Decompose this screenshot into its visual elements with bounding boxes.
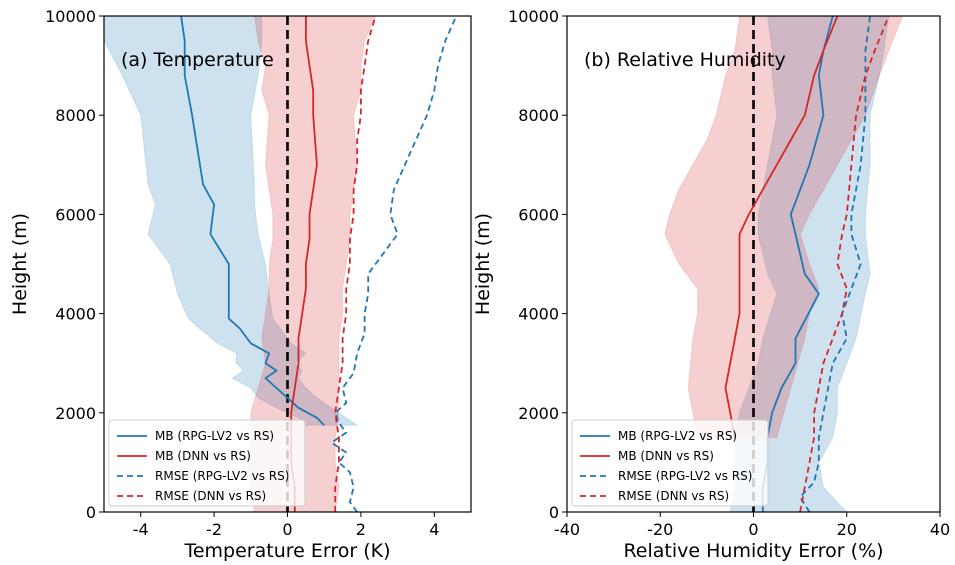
y-tick-label: 2000 [518,404,559,423]
y-tick-label: 8000 [518,106,559,125]
y-tick-label: 10000 [508,7,559,26]
x-axis-label: Temperature Error (K) [183,540,390,562]
x-tick-label: 20 [837,520,857,539]
legend-label: RMSE (DNN vs RS) [618,489,729,503]
y-axis-label: Height (m) [9,213,31,315]
panel-title: (a) Temperature [121,49,274,71]
band-mb-dnn [665,16,903,438]
x-tick-label: -4 [133,520,149,539]
x-tick-label: 2 [356,520,366,539]
panel-title: (b) Relative Humidity [584,49,786,71]
x-axis-label: Relative Humidity Error (%) [623,540,883,562]
legend-label: RMSE (RPG-LV2 vs RS) [618,469,752,483]
legend: MB (RPG-LV2 vs RS) MB (DNN vs RS) RMSE (RP… [572,420,768,506]
legend: MB (RPG-LV2 vs RS) MB (DNN vs RS) RMSE (RP… [109,420,305,506]
legend-label: MB (RPG-LV2 vs RS) [618,429,737,443]
y-tick-label: 10000 [45,7,96,26]
x-tick-label: -40 [554,520,580,539]
panel-temperature: -4 -2 0 2 4 0 2000 4000 6000 8000 10000 Temperature… [9,7,471,562]
x-tick-label: 0 [748,520,758,539]
legend-label: RMSE (DNN vs RS) [155,489,266,503]
y-tick-label: 6000 [55,205,96,224]
x-tick-label: 4 [429,520,439,539]
y-tick-label: 0 [549,503,559,522]
y-tick-label: 4000 [518,305,559,324]
x-tick-label: -20 [647,520,673,539]
y-tick-label: 6000 [518,205,559,224]
legend-label: MB (DNN vs RS) [618,449,714,463]
y-tick-label: 2000 [55,404,96,423]
x-tick-label: 40 [930,520,950,539]
x-tick-label: 0 [282,520,292,539]
legend-label: MB (DNN vs RS) [155,449,251,463]
y-tick-label: 4000 [55,305,96,324]
y-axis-label: Height (m) [472,213,494,315]
y-tick-label: 8000 [55,106,96,125]
x-tick-label: -2 [206,520,222,539]
legend-label: MB (RPG-LV2 vs RS) [155,429,274,443]
panel-relative-humidity: -40 -20 0 20 40 0 2000 4000 6000 8000 10000 Relativ… [472,7,950,562]
y-tick-label: 0 [86,503,96,522]
legend-label: RMSE (RPG-LV2 vs RS) [155,469,289,483]
